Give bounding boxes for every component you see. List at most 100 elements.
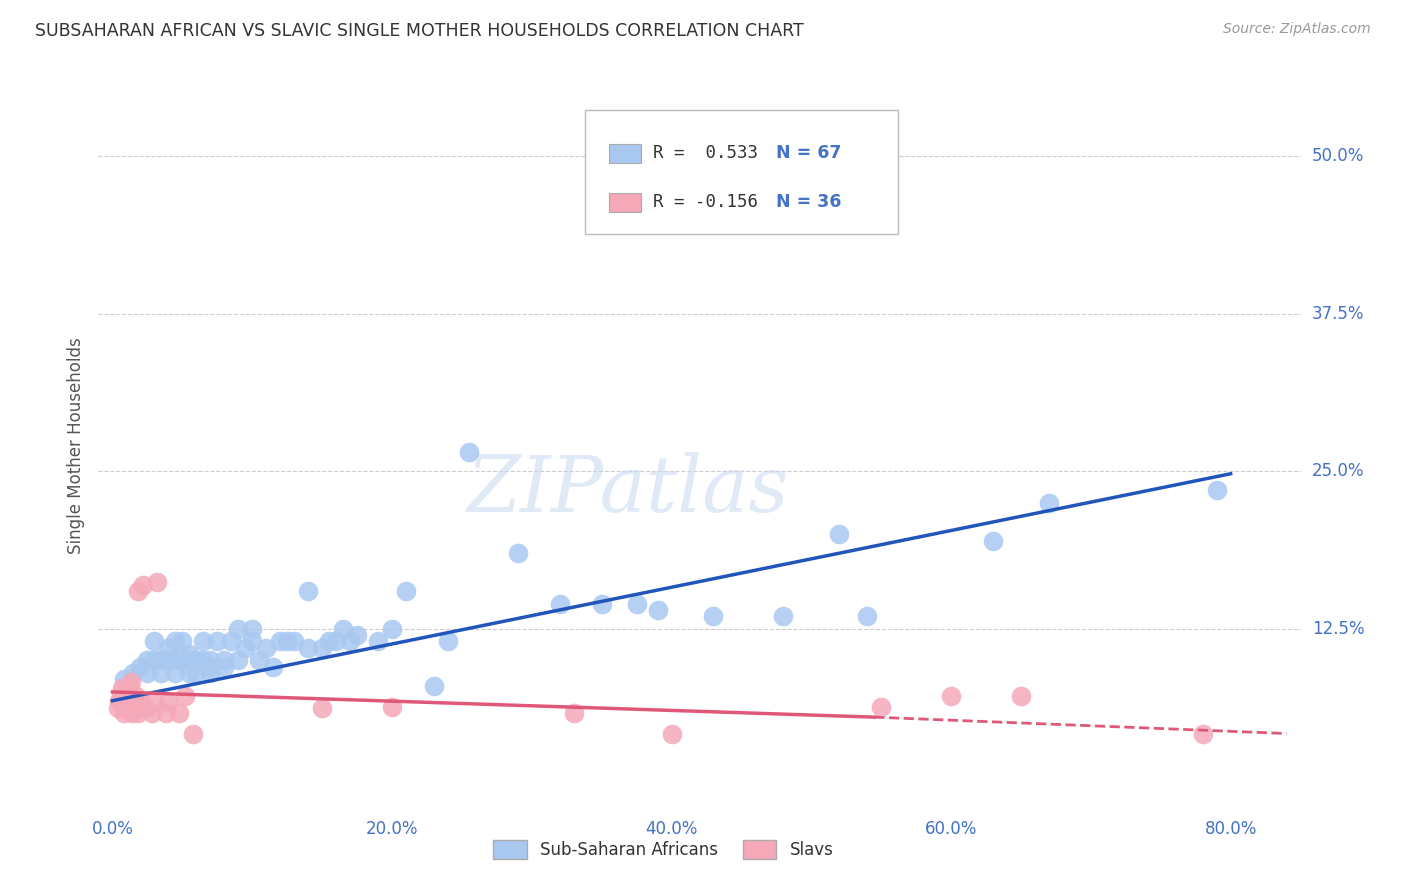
Point [856, 609, 879, 624]
Point [381, 622, 404, 636]
Point [112, 673, 135, 687]
Point [150, 665, 173, 680]
Text: SUBSAHARAN AFRICAN VS SLAVIC SINGLE MOTHER HOUSEHOLDS CORRELATION CHART: SUBSAHARAN AFRICAN VS SLAVIC SINGLE MOTH… [35, 22, 804, 40]
Text: ZIPatlas: ZIPatlas [467, 451, 789, 528]
Point [179, 665, 201, 680]
Point [332, 622, 354, 636]
Point [939, 689, 962, 703]
Point [143, 634, 166, 648]
Point [120, 674, 142, 689]
Point [1191, 726, 1213, 740]
Point [457, 445, 479, 459]
Point [311, 640, 333, 655]
Point [269, 634, 291, 648]
Text: R = -0.156: R = -0.156 [652, 194, 758, 211]
Point [157, 640, 180, 655]
Point [129, 694, 152, 708]
Text: 25.0%: 25.0% [1312, 462, 1364, 480]
Point [143, 653, 166, 667]
Point [276, 634, 298, 648]
Point [172, 634, 194, 648]
Point [367, 634, 389, 648]
Legend: Sub-Saharan Africans, Slavs: Sub-Saharan Africans, Slavs [486, 833, 841, 865]
Point [325, 634, 347, 648]
Text: 12.5%: 12.5% [1312, 620, 1364, 638]
Point [172, 653, 194, 667]
Point [395, 584, 418, 599]
Point [157, 695, 180, 709]
Point [240, 634, 263, 648]
Point [112, 706, 135, 721]
Point [1010, 689, 1032, 703]
Point [346, 628, 368, 642]
Point [169, 706, 191, 721]
Text: Source: ZipAtlas.com: Source: ZipAtlas.com [1223, 22, 1371, 37]
Point [1205, 483, 1227, 497]
Point [174, 689, 197, 703]
Point [117, 688, 139, 702]
Text: N = 36: N = 36 [776, 194, 842, 211]
Point [186, 653, 208, 667]
Point [165, 665, 187, 680]
Point [311, 701, 333, 715]
Text: 50.0%: 50.0% [1312, 147, 1364, 165]
Point [118, 681, 141, 695]
Point [200, 659, 222, 673]
Point [183, 726, 205, 740]
Point [193, 653, 215, 667]
Point [146, 575, 169, 590]
Point [127, 584, 149, 599]
Point [200, 653, 222, 667]
Point [157, 653, 180, 667]
Point [129, 659, 152, 673]
Point [127, 706, 149, 721]
Point [219, 634, 242, 648]
Point [165, 653, 187, 667]
Point [179, 653, 201, 667]
Point [186, 665, 208, 680]
Point [141, 706, 163, 721]
Point [591, 597, 613, 611]
FancyBboxPatch shape [609, 193, 641, 212]
Point [207, 634, 229, 648]
Point [548, 597, 571, 611]
Point [506, 546, 529, 560]
Point [647, 603, 669, 617]
Point [247, 653, 270, 667]
Text: R =  0.533: R = 0.533 [652, 145, 758, 162]
Point [562, 706, 585, 721]
Point [200, 665, 222, 680]
Point [226, 653, 249, 667]
Point [772, 609, 794, 624]
Point [115, 694, 138, 708]
Point [136, 665, 159, 680]
Point [283, 634, 305, 648]
Point [626, 597, 648, 611]
Text: N = 67: N = 67 [776, 145, 842, 162]
Point [212, 659, 235, 673]
Point [193, 634, 215, 648]
Point [828, 527, 851, 541]
Point [125, 689, 148, 703]
Point [381, 700, 404, 714]
Point [107, 701, 129, 715]
Point [110, 688, 132, 702]
Point [240, 622, 263, 636]
Point [262, 659, 284, 673]
Point [437, 634, 460, 648]
Point [122, 665, 145, 680]
FancyBboxPatch shape [609, 144, 641, 162]
Point [124, 695, 146, 709]
Text: 37.5%: 37.5% [1312, 304, 1364, 323]
Point [111, 681, 134, 695]
Point [339, 634, 361, 648]
Point [297, 640, 319, 655]
Point [423, 679, 446, 693]
Point [136, 653, 159, 667]
Point [297, 584, 319, 599]
Point [121, 706, 143, 721]
Point [128, 700, 150, 714]
Point [226, 622, 249, 636]
Point [212, 653, 235, 667]
Y-axis label: Single Mother Households: Single Mother Households [67, 338, 86, 554]
